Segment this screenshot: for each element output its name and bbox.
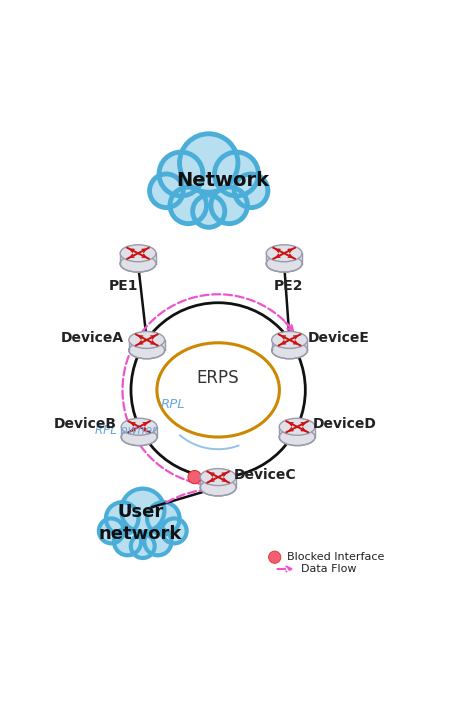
Bar	[279, 427, 315, 437]
Text: User
network: User network	[99, 503, 182, 543]
Text: DeviceA: DeviceA	[61, 331, 124, 344]
Text: DeviceD: DeviceD	[312, 417, 376, 432]
Circle shape	[170, 187, 207, 223]
Text: PE1: PE1	[109, 279, 139, 293]
Text: Data Flow: Data Flow	[301, 564, 356, 574]
Ellipse shape	[120, 255, 156, 272]
Circle shape	[162, 518, 187, 543]
Circle shape	[192, 195, 225, 227]
Ellipse shape	[121, 419, 157, 435]
Circle shape	[147, 502, 180, 534]
Ellipse shape	[279, 419, 315, 435]
Ellipse shape	[272, 331, 308, 349]
Circle shape	[215, 152, 258, 196]
Ellipse shape	[272, 342, 308, 359]
Circle shape	[106, 502, 138, 534]
Circle shape	[188, 470, 201, 483]
Circle shape	[131, 534, 155, 558]
Ellipse shape	[120, 245, 156, 262]
Ellipse shape	[279, 429, 315, 446]
Ellipse shape	[266, 255, 302, 272]
Circle shape	[150, 174, 183, 207]
Circle shape	[211, 187, 247, 223]
Circle shape	[145, 529, 172, 555]
Text: DeviceB: DeviceB	[54, 417, 117, 432]
Ellipse shape	[266, 245, 302, 262]
Circle shape	[114, 529, 141, 555]
Text: ERPS: ERPS	[197, 369, 239, 387]
Circle shape	[234, 174, 268, 207]
Bar	[129, 340, 164, 350]
Circle shape	[180, 134, 238, 192]
Circle shape	[159, 152, 203, 196]
Text: PE2: PE2	[274, 279, 303, 293]
Text: RPL owner: RPL owner	[95, 424, 157, 438]
Bar	[120, 253, 156, 264]
Ellipse shape	[129, 331, 164, 349]
Bar	[200, 477, 236, 488]
Ellipse shape	[200, 479, 236, 496]
Bar	[121, 427, 157, 437]
Circle shape	[121, 488, 164, 532]
Text: DeviceC: DeviceC	[234, 467, 297, 482]
Bar	[272, 340, 308, 350]
Ellipse shape	[121, 429, 157, 446]
Bar	[266, 253, 302, 264]
Text: DeviceE: DeviceE	[308, 331, 370, 344]
Text: Blocked Interface: Blocked Interface	[287, 553, 384, 562]
Circle shape	[269, 551, 281, 563]
Circle shape	[99, 518, 124, 543]
Text: RPL: RPL	[161, 397, 186, 411]
Ellipse shape	[129, 342, 164, 359]
Ellipse shape	[200, 469, 236, 486]
Text: Network: Network	[176, 171, 269, 190]
